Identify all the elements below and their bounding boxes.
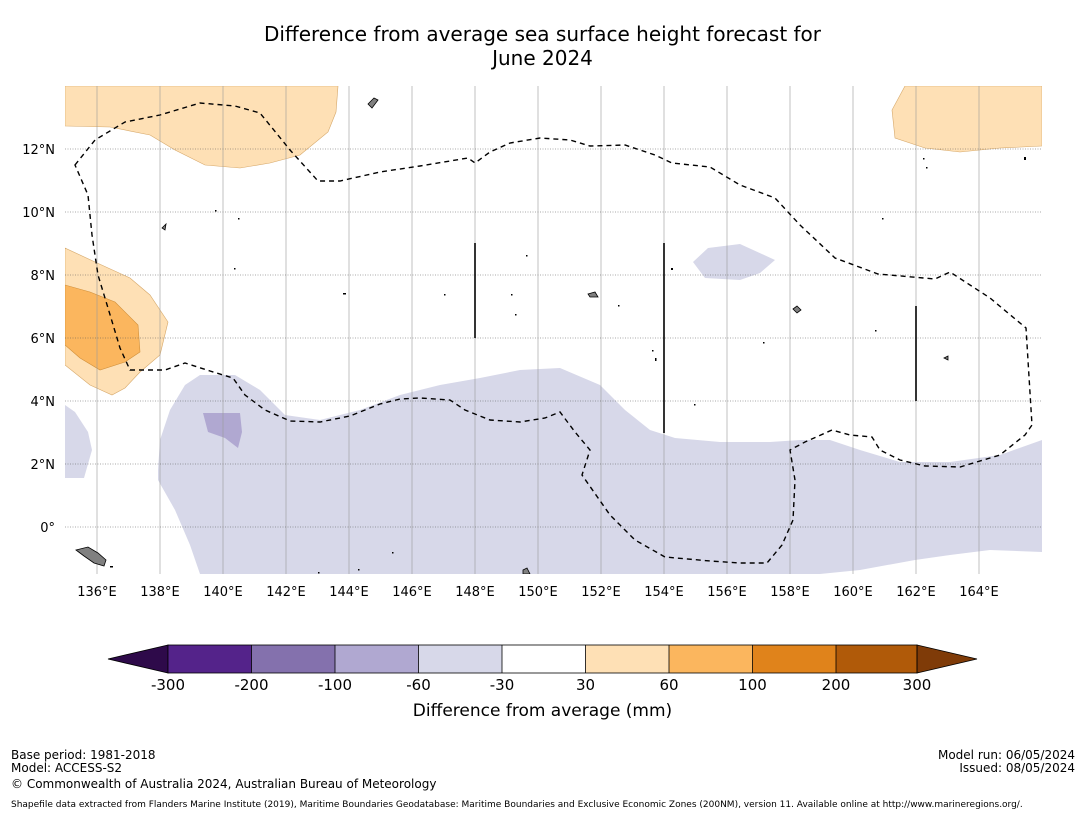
- colorbar-tick-label: -100: [318, 676, 352, 694]
- colorbar-extend-low: [107, 644, 169, 674]
- eez-boundary-solid: [474, 243, 917, 433]
- lon-label: 164°E: [959, 585, 999, 600]
- lat-label: 2°N: [31, 458, 56, 473]
- lon-label: 154°E: [644, 585, 684, 600]
- latitude-labels: 12°N 10°N 8°N 6°N 4°N 2°N 0°: [22, 143, 55, 536]
- lon-label: 150°E: [518, 585, 558, 600]
- colorbar-bin: [836, 645, 917, 673]
- anomaly-region-pos-medium: [65, 284, 141, 371]
- shapefile-note: Shapefile data extracted from Flanders M…: [11, 800, 1023, 810]
- colorbar-tick-label: 200: [822, 676, 851, 694]
- lat-label: 8°N: [31, 269, 56, 284]
- island-manus: [522, 567, 531, 574]
- colorbar-tick-label: 300: [903, 676, 932, 694]
- copyright-text: © Commonwealth of Australia 2024, Austra…: [11, 777, 437, 791]
- island-kosrae: [943, 355, 949, 361]
- base-period-text: Base period: 1981-2018: [11, 748, 156, 762]
- island-chuuk: [587, 291, 599, 298]
- lon-label: 152°E: [581, 585, 621, 600]
- island-markers: [75, 97, 949, 574]
- lon-label: 136°E: [77, 585, 117, 600]
- colorbar-tick-label: 100: [738, 676, 767, 694]
- lon-label: 158°E: [770, 585, 810, 600]
- lat-label: 6°N: [31, 332, 56, 347]
- colorbar-bin: [669, 645, 753, 673]
- colorbar-bin: [585, 645, 669, 673]
- anomaly-region-pos-small-northeast: [891, 86, 1042, 153]
- island-new-guinea-north: [75, 546, 107, 567]
- lon-label: 142°E: [266, 585, 306, 600]
- anomaly-region-pos-small-north: [65, 86, 339, 169]
- anomaly-region-neg-small-west: [65, 405, 92, 478]
- map-title: Difference from average sea surface heig…: [0, 22, 1085, 70]
- lon-label: 146°E: [392, 585, 432, 600]
- title-line-1: Difference from average sea surface heig…: [263, 22, 822, 46]
- map-plot-area: [65, 86, 1042, 574]
- island-palau: [161, 222, 167, 231]
- colorbar-bin: [752, 645, 836, 673]
- anomaly-region-neg-small-north: [693, 244, 775, 280]
- lat-label: 4°N: [31, 395, 56, 410]
- anomaly-region-neg-medium: [203, 413, 242, 448]
- atoll-dots: [110, 157, 1026, 574]
- colorbar: -300 -200 -100 -60 -30 30 60 100 200 300: [107, 644, 978, 694]
- anomaly-region-neg-small-main: [158, 368, 1042, 574]
- colorbar-title: Difference from average (mm): [412, 701, 673, 721]
- colorbar-bin: [335, 645, 419, 673]
- island-pohnpei: [792, 305, 802, 314]
- lon-label: 148°E: [455, 585, 495, 600]
- lat-label: 0°: [40, 521, 55, 536]
- lon-label: 162°E: [896, 585, 936, 600]
- lon-label: 144°E: [329, 585, 369, 600]
- island-guam: [367, 97, 379, 109]
- lon-label: 140°E: [203, 585, 243, 600]
- colorbar-tick-label: 30: [576, 676, 595, 694]
- latitude-lines: [65, 148, 1042, 528]
- eez-boundary-dashed: [74, 102, 1033, 564]
- lon-label: 160°E: [833, 585, 873, 600]
- colorbar-tick-label: -300: [151, 676, 185, 694]
- model-run-text: Model run: 06/05/2024: [937, 748, 1075, 762]
- colorbar-dividers: [167, 644, 918, 674]
- model-text: Model: ACCESS-S2: [11, 761, 123, 775]
- lat-label: 12°N: [22, 143, 55, 158]
- lat-label: 10°N: [22, 206, 55, 221]
- grid-lines: [96, 86, 980, 574]
- lon-label: 156°E: [707, 585, 747, 600]
- colorbar-bin: [418, 645, 502, 673]
- colorbar-bin: [502, 645, 586, 673]
- issued-text: Issued: 08/05/2024: [959, 761, 1075, 775]
- colorbar-tick-label: 60: [659, 676, 678, 694]
- lon-label: 138°E: [140, 585, 180, 600]
- colorbar-bin: [251, 645, 335, 673]
- colorbar-bin: [168, 645, 252, 673]
- title-line-2: June 2024: [492, 46, 593, 70]
- colorbar-tick-label: -60: [406, 676, 431, 694]
- colorbar-tick-label: -30: [490, 676, 515, 694]
- colorbar-tick-label: -200: [234, 676, 268, 694]
- longitude-labels: 136°E 138°E 140°E 142°E 144°E 146°E 148°…: [77, 585, 999, 600]
- colorbar-extend-high: [916, 644, 978, 674]
